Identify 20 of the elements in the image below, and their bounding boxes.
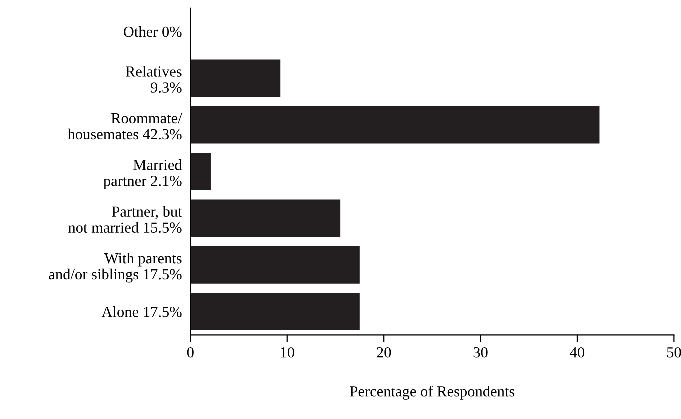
x-tick-label: 20 — [377, 347, 392, 358]
bar — [190, 200, 341, 238]
y-tick-label: Alone 17.5% — [102, 306, 182, 318]
x-axis-title: Percentage of Respondents — [350, 386, 515, 400]
x-tick-label: 50 — [667, 347, 681, 358]
bar — [190, 246, 360, 284]
y-tick-label: Married partner 2.1% — [104, 160, 182, 190]
bar — [190, 153, 211, 190]
y-tick-label: Other 0% — [124, 26, 182, 38]
bar — [190, 106, 600, 144]
x-tick-label: 30 — [474, 347, 488, 358]
x-tick-label: 40 — [570, 347, 585, 358]
bar — [190, 293, 360, 331]
bar — [190, 60, 281, 98]
x-tick-label: 0 — [187, 347, 194, 358]
y-tick-label: Roommate/ housemates 42.3% — [68, 113, 182, 140]
y-tick-label: Relatives 9.3% — [126, 66, 182, 93]
y-tick-label: With parents and/or siblings 17.5% — [49, 252, 182, 283]
x-tick-label: 10 — [281, 347, 294, 358]
y-tick-label: Partner, but not married 15.5% — [68, 206, 182, 234]
